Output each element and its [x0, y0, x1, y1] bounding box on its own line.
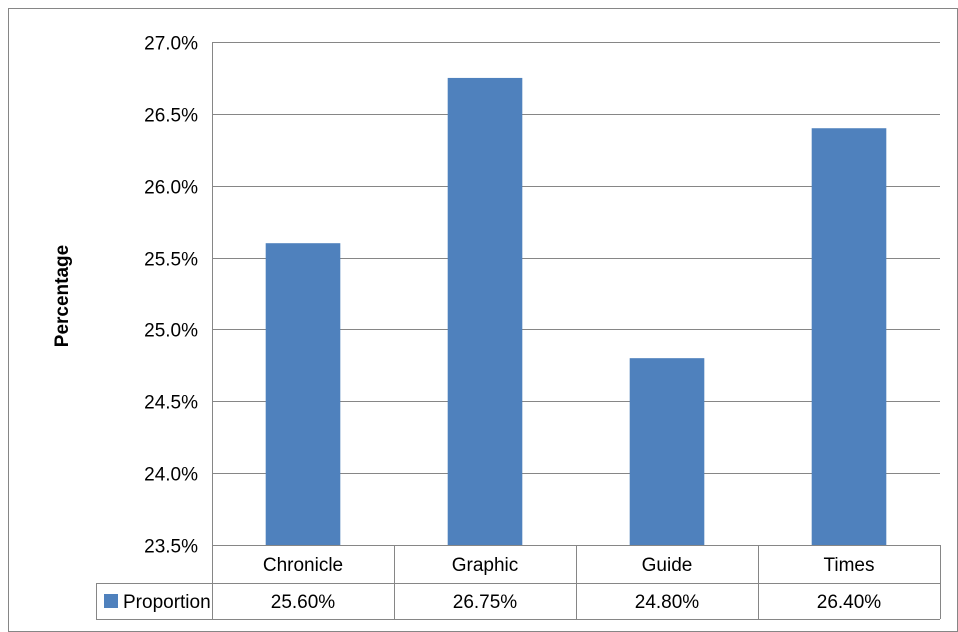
x-tick-label: Times — [823, 555, 874, 576]
y-tick-label: 27.0% — [144, 34, 198, 55]
legend-label: Proportion — [123, 592, 211, 613]
y-tick-label: 23.5% — [144, 537, 198, 558]
bar — [629, 358, 705, 545]
data-label: 24.80% — [635, 592, 700, 613]
data-label: 26.40% — [817, 592, 882, 613]
y-axis-ticks: 23.5% 24.0% 24.5% 25.0% 25.5% 26.0% 26.5% 27.0% — [144, 34, 198, 558]
y-axis-label: Percentage — [52, 245, 73, 347]
bars — [265, 77, 887, 545]
bar — [447, 77, 523, 545]
bar — [265, 243, 341, 545]
x-tick-label: Chronicle — [263, 555, 343, 576]
y-tick-label: 24.0% — [144, 465, 198, 486]
y-tick-label: 26.0% — [144, 178, 198, 199]
data-label: 26.75% — [453, 592, 518, 613]
data-table: Chronicle 25.60% Graphic 26.75% Guide 24.80% T… — [96, 545, 941, 620]
x-tick-label: Graphic — [452, 555, 519, 576]
y-tick-label: 24.5% — [144, 393, 198, 414]
legend-key — [104, 594, 118, 608]
bar — [811, 128, 887, 545]
y-tick-label: 26.5% — [144, 106, 198, 127]
data-label: 25.60% — [271, 592, 336, 613]
y-tick-label: 25.0% — [144, 321, 198, 342]
y-tick-label: 25.5% — [144, 250, 198, 271]
x-tick-label: Guide — [642, 555, 693, 576]
